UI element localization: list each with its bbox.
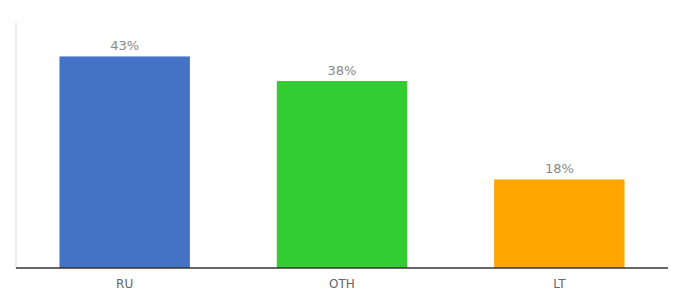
y-axis-line xyxy=(16,22,17,268)
bars xyxy=(59,56,624,268)
x-tick-label: OTH xyxy=(329,277,355,291)
data-label: 43% xyxy=(110,38,139,53)
chart-container: 43% 38% 18% RU OTH LT xyxy=(0,0,680,300)
x-tick-label: LT xyxy=(553,277,566,291)
x-axis-line xyxy=(16,267,668,269)
data-labels: 43% 38% 18% xyxy=(110,38,574,176)
bar xyxy=(494,179,624,268)
x-ticks: RU OTH LT xyxy=(116,277,566,291)
bar xyxy=(59,56,189,268)
data-label: 18% xyxy=(545,161,574,176)
chart: 43% 38% 18% RU OTH LT xyxy=(0,0,680,300)
x-tick-label: RU xyxy=(116,277,133,291)
bar xyxy=(277,81,407,268)
data-label: 38% xyxy=(328,63,357,78)
